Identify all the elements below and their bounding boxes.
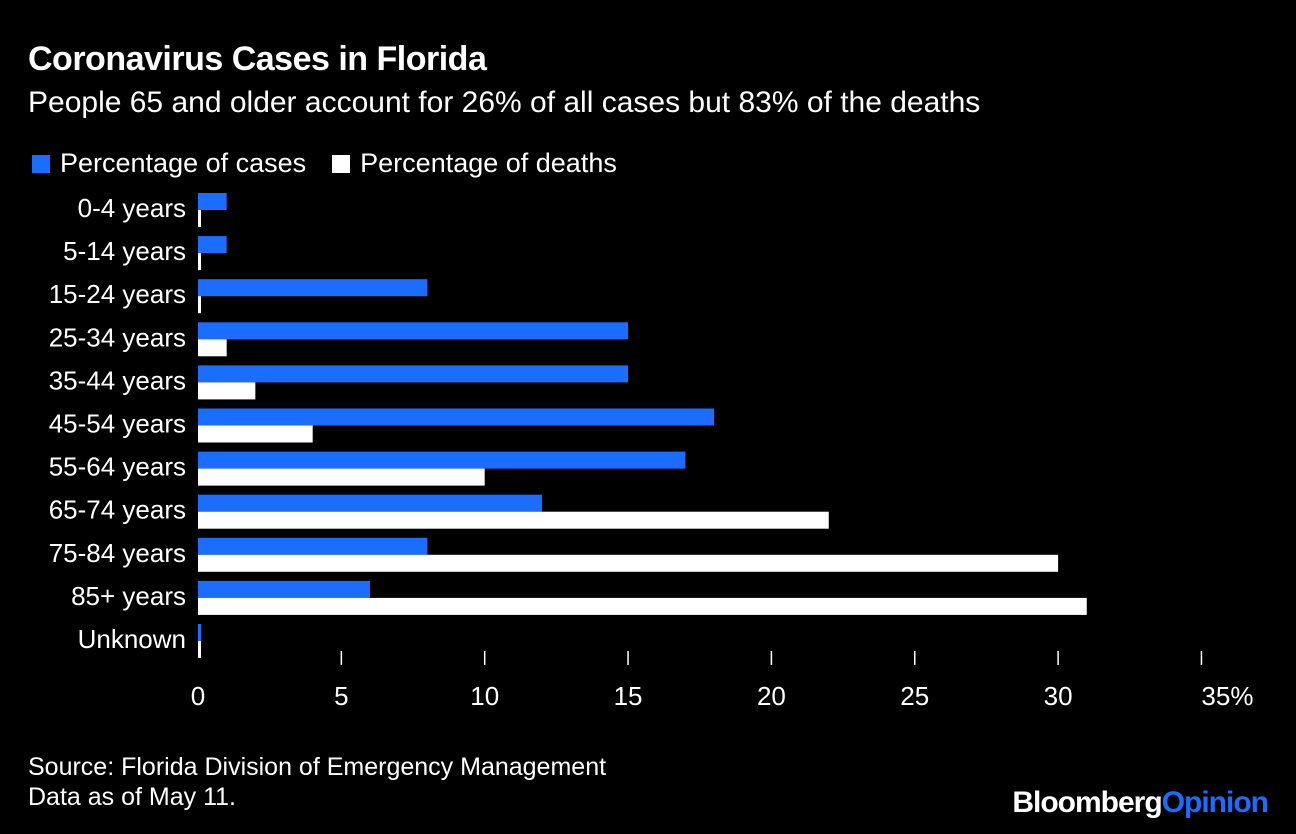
legend-label-cases: Percentage of cases <box>60 148 307 178</box>
bar-cases <box>198 279 428 297</box>
data-date-line: Data as of May 11. <box>28 783 236 811</box>
logo-opinion: Opinion <box>1161 786 1269 819</box>
x-tick-label: 25 <box>900 681 929 711</box>
bar-cases <box>198 236 227 254</box>
legend: Percentage of cases Percentage of deaths <box>32 148 643 179</box>
category-label: 75-84 years <box>49 538 186 568</box>
bar-deaths <box>198 296 201 314</box>
x-tick-label: 20 <box>757 681 786 711</box>
x-tick-label: 10 <box>470 681 499 711</box>
bar-cases <box>198 494 543 512</box>
legend-item-cases: Percentage of cases <box>32 148 306 179</box>
bar-deaths <box>198 382 256 400</box>
x-tick-label: 30 <box>1044 681 1073 711</box>
bar-deaths <box>198 468 485 486</box>
category-label: 55-64 years <box>49 452 186 482</box>
bar-deaths <box>198 641 201 658</box>
category-label: 45-54 years <box>49 409 186 439</box>
bar-cases <box>198 408 715 426</box>
bar-deaths <box>198 339 227 357</box>
bar-cases <box>198 624 201 641</box>
bar-cases <box>198 451 686 469</box>
x-tick-label: 5 <box>334 681 348 711</box>
category-label: 85+ years <box>71 581 186 611</box>
bar-deaths <box>198 597 1087 615</box>
category-label: 15-24 years <box>49 279 186 309</box>
source-line: Source: Florida Division of Emergency Ma… <box>28 753 607 781</box>
bar-cases <box>198 580 371 598</box>
bar-cases <box>198 537 428 555</box>
bloomberg-opinion-logo: BloombergOpinion <box>1012 786 1269 820</box>
source-note: Source: Florida Division of Emergency Ma… <box>28 752 606 812</box>
bar-deaths <box>198 511 829 529</box>
legend-swatch-cases <box>32 154 50 173</box>
logo-bloomberg: Bloomberg <box>1012 786 1162 819</box>
bar-deaths <box>198 425 313 443</box>
bar-cases <box>198 365 629 383</box>
legend-swatch-deaths <box>332 154 351 173</box>
bar-cases <box>198 322 629 340</box>
chart-subtitle: People 65 and older account for 26% of a… <box>28 86 981 119</box>
bar-deaths <box>198 253 201 271</box>
category-label: 5-14 years <box>63 236 186 266</box>
bar-deaths <box>198 210 201 227</box>
legend-item-deaths: Percentage of deaths <box>332 148 617 179</box>
category-label: 35-44 years <box>49 365 186 395</box>
x-tick-label: 15 <box>614 681 643 711</box>
bar-deaths <box>198 554 1059 572</box>
category-label: Unknown <box>78 624 186 654</box>
x-tick-label: 0 <box>191 681 205 711</box>
x-tick-label: 35% <box>1201 681 1253 711</box>
category-label: 0-4 years <box>78 193 186 223</box>
category-label: 65-74 years <box>49 495 186 525</box>
category-label: 25-34 years <box>49 322 186 352</box>
legend-label-deaths: Percentage of deaths <box>360 148 617 178</box>
chart-title: Coronavirus Cases in Florida <box>28 40 487 78</box>
bar-cases <box>198 193 227 210</box>
